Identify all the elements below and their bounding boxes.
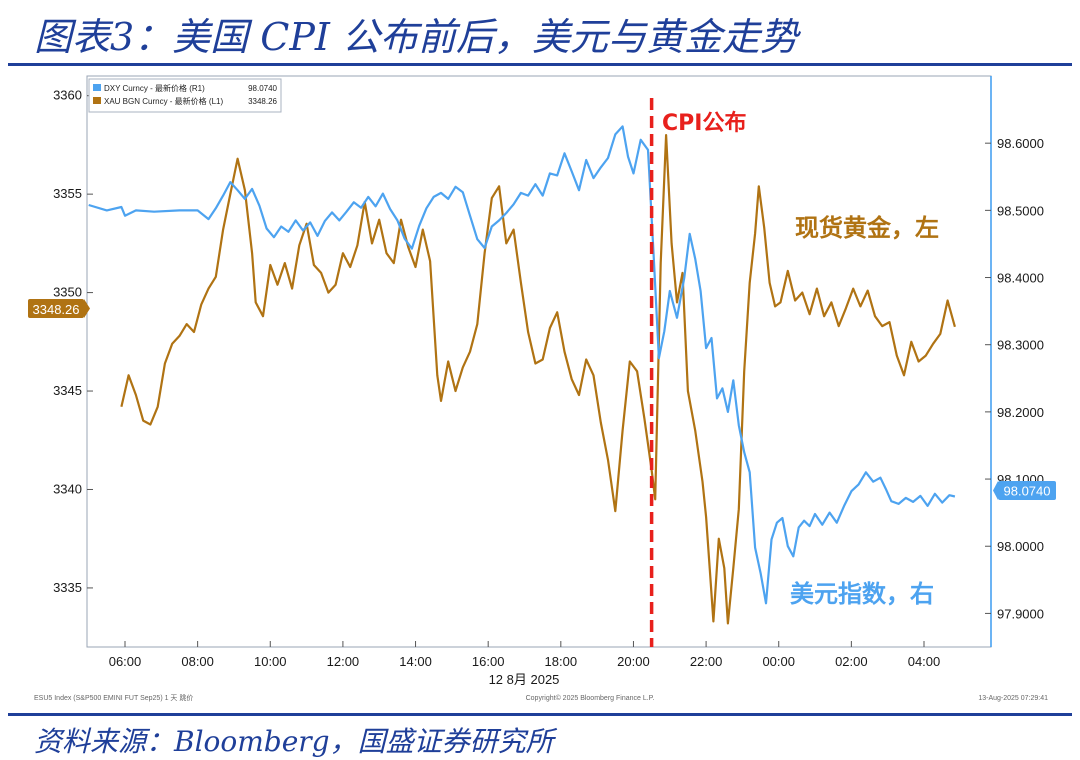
legend-swatch-gold xyxy=(93,97,101,104)
right-tick-label-0: 97.9000 xyxy=(997,606,1044,621)
legend-swatch-dxy xyxy=(93,84,101,91)
legend-label-dxy: DXY Curncy - 最新价格 (R1) xyxy=(104,83,205,93)
x-tick-label-10: 02:00 xyxy=(835,654,868,669)
left-tick-label-1: 3340 xyxy=(53,481,82,496)
dxy-annotation: 美元指数，右 xyxy=(790,580,934,608)
source-note: 资料来源：Bloomberg，国盛证券研究所 xyxy=(34,725,554,758)
x-tick-label-3: 12:00 xyxy=(327,654,360,669)
series-layer xyxy=(88,125,956,625)
right-tick-label-5: 98.4000 xyxy=(997,271,1044,286)
right-tick-label-1: 98.0000 xyxy=(997,539,1044,554)
gold-annotation: 现货黄金，左 xyxy=(795,214,939,242)
bottom-divider xyxy=(8,713,1072,716)
left-tick-label-3: 3350 xyxy=(53,285,82,300)
left-tick-label-2: 3345 xyxy=(53,383,82,398)
footnote-center: Copyright© 2025 Bloomberg Finance L.P. xyxy=(526,694,655,702)
legend-label-gold: XAU BGN Curncy - 最新价格 (L1) xyxy=(104,96,223,106)
x-tick-label-4: 14:00 xyxy=(399,654,432,669)
x-tick-label-6: 18:00 xyxy=(545,654,578,669)
gold-last-value: 3348.26 xyxy=(33,302,80,317)
dxy-series-line xyxy=(88,125,956,605)
x-date-label: 12 8月 2025 xyxy=(489,672,560,687)
left-tick-label-4: 3355 xyxy=(53,186,82,201)
legend-value-dxy: 98.0740 xyxy=(248,84,277,93)
x-tick-label-0: 06:00 xyxy=(109,654,142,669)
left-tick-label-5: 3360 xyxy=(53,88,82,103)
right-tick-label-3: 98.2000 xyxy=(997,405,1044,420)
dxy-last-value: 98.0740 xyxy=(1004,484,1051,499)
chart: 3335 3340 3345 3350 3355 3360 97.9000 98.0000 9… xyxy=(28,75,1056,702)
right-axis: 97.900098.000098.100098.200098.300098.40… xyxy=(985,136,1044,621)
chart-title: 图表3：美国 CPI 公布前后，美元与黄金走势 xyxy=(34,15,798,59)
x-tick-label-5: 16:00 xyxy=(472,654,505,669)
right-tick-label-4: 98.3000 xyxy=(997,338,1044,353)
legend-value-gold: 3348.26 xyxy=(248,97,277,106)
left-axis: 3335 3340 3345 3350 3355 3360 xyxy=(53,88,93,595)
gold-series-line xyxy=(120,134,956,625)
cpi-event-label: CPI公布 xyxy=(662,110,746,136)
gold-last-value-tag: 3348.26 xyxy=(28,299,90,318)
x-tick-label-2: 10:00 xyxy=(254,654,287,669)
legend: DXY Curncy - 最新价格 (R1) 98.0740 XAU BGN C… xyxy=(88,78,282,113)
x-tick-label-1: 08:00 xyxy=(181,654,214,669)
right-tick-label-7: 98.6000 xyxy=(997,136,1044,151)
x-tick-label-7: 20:00 xyxy=(617,654,650,669)
footnote-left: ESU5 Index (S&P500 EMINI FUT Sep25) 1 天 … xyxy=(34,693,193,702)
x-tick-label-11: 04:00 xyxy=(908,654,941,669)
right-tick-label-6: 98.5000 xyxy=(997,203,1044,218)
x-axis: 06:00 08:00 10:00 12:00 14:00 16:00 18:00 20:00… xyxy=(109,641,941,669)
dxy-last-value-tag: 98.0740 xyxy=(993,481,1056,500)
top-divider xyxy=(8,63,1072,66)
left-tick-label-0: 3335 xyxy=(53,580,82,595)
footnote-right: 13-Aug-2025 07:29:41 xyxy=(978,695,1048,702)
x-tick-label-9: 00:00 xyxy=(762,654,795,669)
x-tick-label-8: 22:00 xyxy=(690,654,723,669)
